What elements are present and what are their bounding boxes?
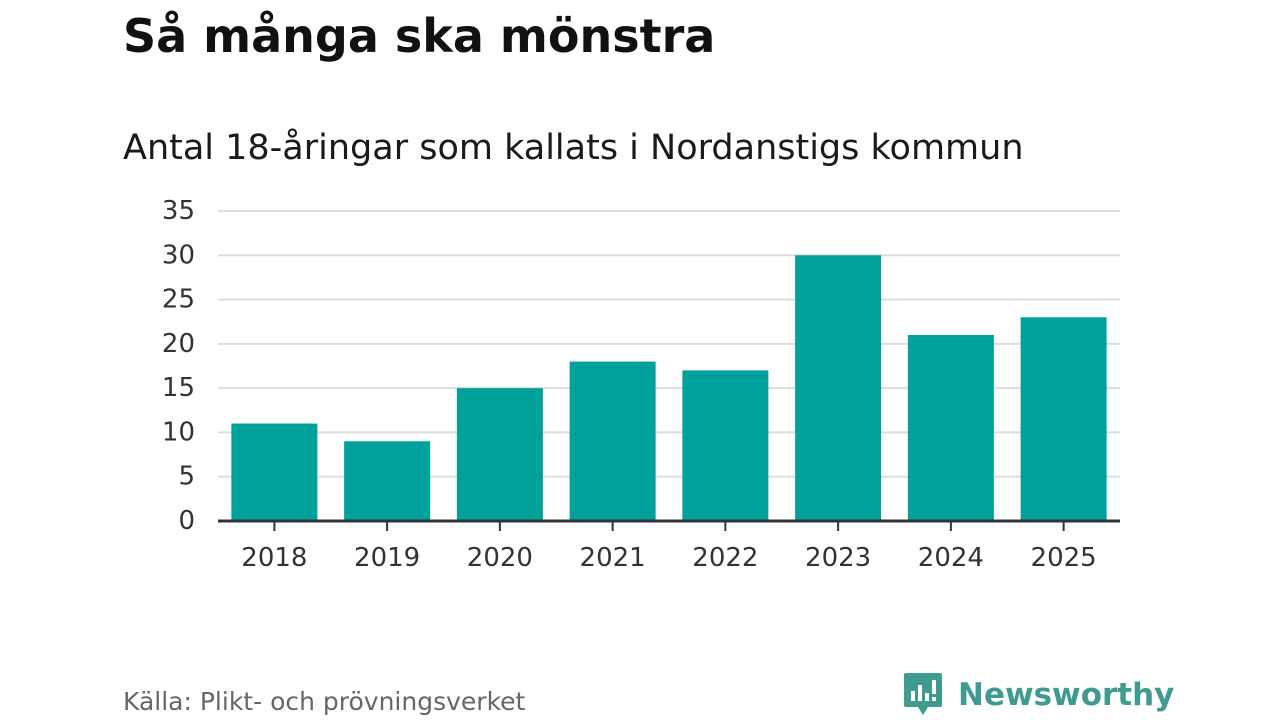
y-axis-ticks: 0 5 10 15 20 25 30 35 xyxy=(162,196,195,536)
brand-name: Newsworthy xyxy=(958,677,1175,713)
y-tick-label: 35 xyxy=(162,196,195,226)
source-note: Källa: Plikt- och prövningsverket xyxy=(123,687,526,716)
x-tick-label: 2025 xyxy=(1031,543,1097,573)
y-tick-label: 25 xyxy=(162,285,195,315)
y-tick-label: 10 xyxy=(162,417,195,447)
bar-2025 xyxy=(1020,317,1107,521)
x-tick-label: 2019 xyxy=(354,543,420,573)
bar-2023 xyxy=(795,255,882,522)
bar-2018 xyxy=(231,423,318,521)
x-tick-label: 2020 xyxy=(467,543,533,573)
chart-title: Så många ska mönstra xyxy=(123,9,716,63)
y-tick-label: 5 xyxy=(178,462,195,492)
newsworthy-logo-icon xyxy=(904,673,942,715)
x-tick-label: 2022 xyxy=(692,543,758,573)
bar-2019 xyxy=(344,441,431,521)
x-tick-label: 2024 xyxy=(918,543,984,573)
bars xyxy=(231,255,1107,522)
y-tick-label: 20 xyxy=(162,329,195,359)
bar-2022 xyxy=(682,370,769,521)
y-tick-label: 15 xyxy=(162,373,195,403)
brand: Newsworthy xyxy=(902,670,1174,720)
x-tick-label: 2018 xyxy=(241,543,307,573)
y-tick-label: 0 xyxy=(178,506,195,536)
bar-2024 xyxy=(907,335,994,521)
y-tick-label: 30 xyxy=(162,240,195,270)
bar-2021 xyxy=(569,361,656,521)
chart-subtitle: Antal 18-åringar som kallats i Nordansti… xyxy=(123,128,1024,168)
bar-2020 xyxy=(456,388,543,521)
x-tick-label: 2023 xyxy=(805,543,871,573)
x-tick-label: 2021 xyxy=(580,543,646,573)
x-axis-ticks: 2018 2019 2020 2021 2022 2023 2024 2025 xyxy=(241,521,1097,573)
